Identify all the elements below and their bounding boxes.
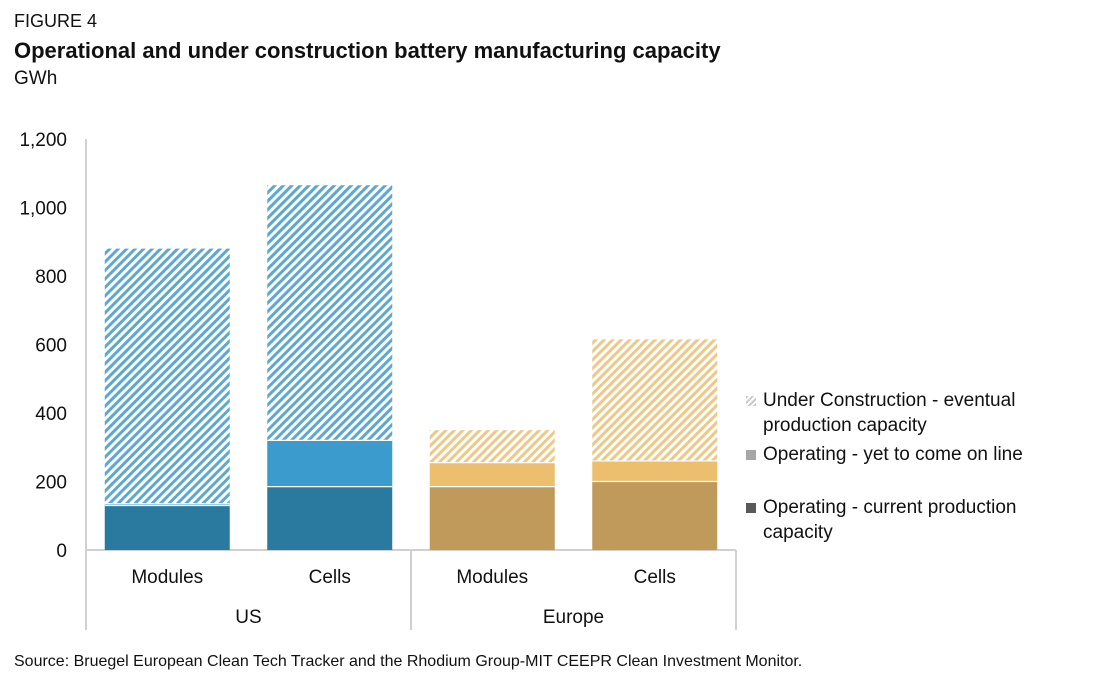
bar-us-modules-series-2	[104, 248, 230, 504]
legend-swatch-dark-icon	[746, 503, 756, 513]
legend-item-under-construction: Under Construction - eventual production…	[746, 388, 1086, 438]
source-note: Source: Bruegel European Clean Tech Trac…	[14, 653, 803, 670]
legend-item-yet-to-come-online: Operating - yet to come on line	[746, 442, 1086, 467]
legend-label-current-production: Operating - current production capacity	[763, 497, 1017, 543]
y-tick-label: 400	[35, 404, 67, 425]
bar-europe-cells-series-0	[592, 481, 718, 550]
legend-swatch-medium-icon	[746, 450, 756, 460]
y-tick-label: 1,200	[19, 130, 67, 151]
y-tick-label: 200	[35, 473, 67, 494]
bar-europe-modules-series-2	[429, 430, 555, 463]
legend-swatch-hatched-icon	[746, 396, 756, 406]
bar-us-cells-series-0	[267, 486, 393, 550]
legend-item-current-production: Operating - current production capacity	[746, 495, 1086, 545]
y-tick-label: 600	[35, 336, 67, 357]
y-tick-label: 1,000	[19, 199, 67, 220]
x-category-label: Modules	[456, 567, 528, 588]
bar-us-modules-series-0	[104, 505, 230, 550]
bar-us-cells-series-2	[267, 185, 393, 441]
y-tick-label: 0	[56, 541, 67, 562]
bar-us-cells-series-1	[267, 440, 393, 487]
x-category-label: Modules	[131, 567, 203, 588]
legend-label-yet-to-come-online: Operating - yet to come on line	[763, 444, 1023, 465]
bar-us-modules-series-1	[104, 503, 230, 506]
x-group-label: US	[235, 607, 261, 628]
chart-legend: Under Construction - eventual production…	[746, 388, 1086, 545]
x-category-label: Cells	[634, 567, 676, 588]
bar-europe-modules-series-0	[429, 486, 555, 550]
y-tick-label: 800	[35, 267, 67, 288]
legend-label-under-construction: Under Construction - eventual production…	[763, 390, 1016, 436]
bar-europe-cells-series-1	[592, 460, 718, 482]
chart-unit: GWh	[14, 68, 58, 89]
bar-europe-modules-series-1	[429, 462, 555, 487]
chart-title: Operational and under construction batte…	[14, 38, 721, 63]
x-group-label: Europe	[543, 607, 604, 628]
bar-europe-cells-series-2	[592, 339, 718, 461]
figure-label: FIGURE 4	[14, 11, 98, 31]
x-category-label: Cells	[309, 567, 351, 588]
